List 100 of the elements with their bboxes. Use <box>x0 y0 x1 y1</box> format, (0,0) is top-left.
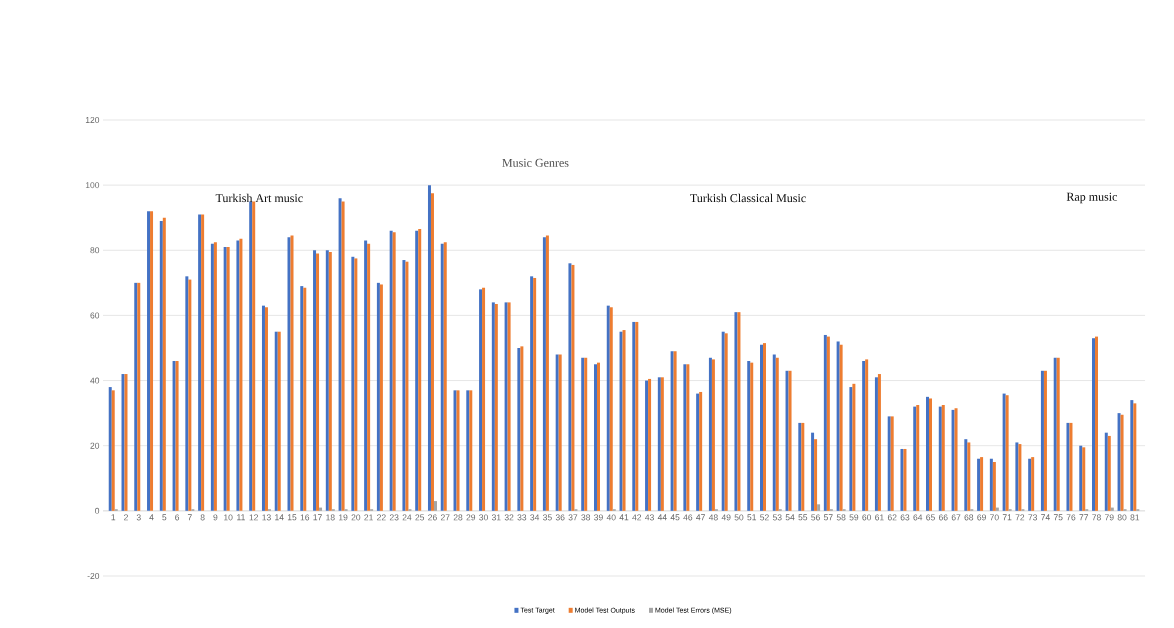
x-tick-label: 13 <box>262 514 271 521</box>
x-tick-label: 35 <box>543 514 552 521</box>
x-tick-label: 15 <box>287 514 297 521</box>
bar <box>427 185 431 511</box>
x-tick-label: 73 <box>1028 514 1038 521</box>
bar <box>433 501 437 511</box>
x-tick-label: 2 <box>124 514 128 521</box>
x-tick-label: 64 <box>913 514 923 521</box>
x-tick-label: 33 <box>517 514 527 521</box>
x-tick-label: 59 <box>849 514 859 521</box>
x-tick-label: 60 <box>862 514 872 521</box>
bar <box>430 193 434 511</box>
x-tick-label: 8 <box>200 514 205 521</box>
x-tick-label: 80 <box>1117 514 1127 521</box>
x-tick-label: 37 <box>568 514 578 521</box>
x-tick-label: 42 <box>632 514 642 521</box>
x-tick-label: 27 <box>440 514 450 521</box>
y-tick-label: 100 <box>85 182 100 189</box>
annotation: Rap music <box>1066 192 1118 204</box>
x-tick-label: 7 <box>187 514 192 521</box>
annotation: Turkish Classical Music <box>690 193 806 203</box>
y-tick-label: 20 <box>90 442 100 449</box>
x-tick-label: 44 <box>657 514 667 521</box>
x-tick-label: 62 <box>887 514 897 521</box>
bar <box>989 458 993 511</box>
x-tick-label: 79 <box>1105 514 1114 521</box>
x-tick-label: 63 <box>900 514 910 521</box>
annotation: Music Genres <box>502 158 569 167</box>
x-tick-label: 54 <box>785 514 795 521</box>
x-tick-label: 30 <box>479 514 488 521</box>
x-tick-label: 48 <box>708 514 718 521</box>
x-tick-label: 49 <box>721 514 731 521</box>
x-tick-label: 47 <box>696 514 705 521</box>
y-tick-label: -20 <box>87 572 100 579</box>
x-tick-label: 3 <box>136 514 141 521</box>
bar <box>593 364 597 511</box>
x-tick-label: 43 <box>645 514 654 521</box>
bar <box>1110 507 1114 511</box>
x-tick-label: 72 <box>1015 514 1025 521</box>
x-tick-label: 58 <box>836 514 846 521</box>
x-tick-label: 16 <box>300 514 310 521</box>
x-tick-label: 57 <box>823 514 833 521</box>
x-tick-label: 71 <box>1002 514 1012 521</box>
x-tick-label: 81 <box>1130 514 1140 521</box>
x-tick-label: 67 <box>951 514 961 521</box>
x-tick-label: 51 <box>747 514 757 521</box>
x-tick-label: 41 <box>619 514 629 521</box>
x-tick-label: 1 <box>111 514 116 521</box>
x-tick-label: 9 <box>213 514 218 521</box>
x-tick-label: 36 <box>555 514 565 521</box>
x-tick-label: 26 <box>428 514 437 521</box>
x-tick-label: 5 <box>162 514 167 521</box>
x-tick-label: 21 <box>364 514 373 521</box>
bar <box>814 439 818 511</box>
x-tick-label: 56 <box>811 514 820 521</box>
y-tick-label: 0 <box>95 507 100 514</box>
x-tick-label: 20 <box>351 514 361 521</box>
x-tick-label: 40 <box>606 514 616 521</box>
x-tick-label: 65 <box>926 514 935 521</box>
x-tick-label: 24 <box>402 514 412 521</box>
x-tick-label: 14 <box>275 514 284 521</box>
x-tick-label: 31 <box>491 514 501 521</box>
x-tick-label: 34 <box>530 514 540 521</box>
bar <box>817 504 821 511</box>
x-tick-label: 18 <box>326 514 335 521</box>
x-tick-label: 28 <box>453 514 463 521</box>
x-tick-label: 78 <box>1092 514 1101 521</box>
y-tick-label: 120 <box>85 116 100 123</box>
x-tick-label: 11 <box>237 514 245 521</box>
x-tick-label: 69 <box>977 514 986 521</box>
x-tick-label: 53 <box>772 514 782 521</box>
bar <box>995 507 999 511</box>
bar <box>849 387 853 511</box>
x-tick-label: 46 <box>683 514 693 521</box>
x-tick-label: 55 <box>798 514 808 521</box>
x-tick-label: 74 <box>1041 514 1050 521</box>
bar <box>1095 336 1099 511</box>
x-tick-label: 17 <box>313 514 322 521</box>
x-tick-label: 6 <box>175 514 180 521</box>
bar <box>319 507 323 511</box>
x-tick-label: 61 <box>875 514 884 521</box>
bar <box>811 432 815 511</box>
x-tick-label: 76 <box>1066 514 1076 521</box>
x-tick-label: 23 <box>389 514 399 521</box>
x-tick-label: 52 <box>760 514 769 521</box>
x-tick-label: 66 <box>938 514 948 521</box>
x-tick-label: 38 <box>581 514 591 521</box>
x-tick-label: 19 <box>339 514 348 521</box>
x-tick-label: 10 <box>224 514 233 521</box>
x-tick-label: 77 <box>1079 514 1089 521</box>
y-tick-label: 40 <box>90 377 100 384</box>
x-tick-label: 4 <box>149 514 154 521</box>
annotation: Turkish Art music <box>215 193 303 203</box>
x-tick-label: 25 <box>415 514 425 521</box>
x-tick-label: 50 <box>734 514 744 521</box>
x-tick-label: 12 <box>249 514 258 521</box>
bar <box>929 398 933 511</box>
x-tick-label: 75 <box>1053 514 1063 521</box>
x-tick-label: 22 <box>377 514 386 521</box>
bar <box>852 383 856 511</box>
